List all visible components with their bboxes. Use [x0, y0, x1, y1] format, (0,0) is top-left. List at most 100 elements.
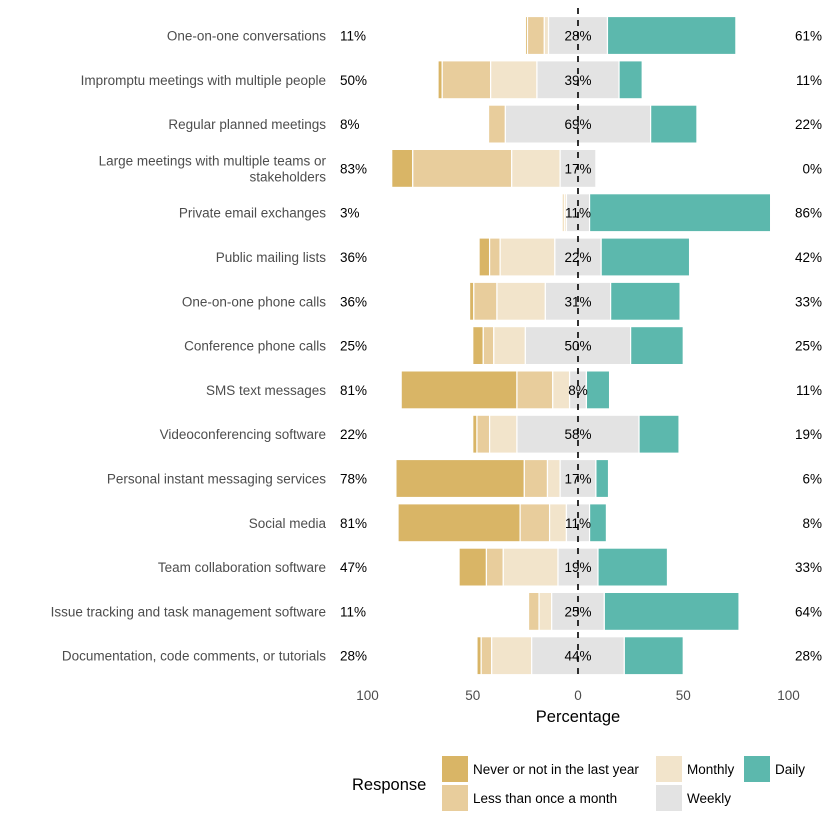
right-percent-label: 86%: [795, 206, 822, 221]
center-percent-label: 39%: [564, 73, 591, 88]
bar-issue-tracking-and-task-management-software-less-than-once-a-month: [527, 591, 540, 632]
category-label: Team collaboration software: [158, 560, 326, 575]
bar-personal-instant-messaging-services-never-or-not-in-the-last-year: [395, 458, 525, 499]
left-percent-label: 28%: [340, 649, 367, 664]
legend-swatch-monthly: [656, 756, 682, 782]
bar-impromptu-meetings-with-multiple-people-less-than-once-a-month: [441, 60, 492, 100]
bar-one-on-one-phone-calls-monthly: [496, 281, 546, 321]
center-percent-label: 22%: [564, 250, 591, 265]
bar-team-collaboration-software-monthly: [502, 547, 559, 587]
center-percent-label: 25%: [564, 604, 591, 619]
bar-sms-text-messages-never-or-not-in-the-last-year: [400, 370, 518, 410]
legend-swatch-daily: [744, 756, 770, 782]
right-percent-label: 22%: [795, 117, 822, 132]
bar-personal-instant-messaging-services-less-than-once-a-month: [523, 458, 549, 499]
right-percent-label: 11%: [796, 73, 822, 88]
category-label: One-on-one conversations: [167, 29, 326, 44]
x-tick-label: 50: [465, 688, 480, 703]
x-tick-label: 100: [777, 688, 800, 703]
percentage-labels: 11% 28% 61% 50% 39% 11% 8% 69% 22% 83% 17% 0% 3% 11% 8…: [340, 29, 822, 664]
left-percent-label: 81%: [340, 516, 367, 531]
bar-public-mailing-lists-weekly: [554, 237, 602, 277]
center-percent-label: 58%: [564, 427, 591, 442]
left-percent-label: 8%: [340, 117, 360, 132]
bar-social-media-never-or-not-in-the-last-year: [397, 503, 521, 543]
right-percent-label: 33%: [795, 294, 822, 309]
category-label: Personal instant messaging services: [107, 472, 326, 487]
bar-social-media-daily: [588, 503, 608, 543]
bar-conference-phone-calls-monthly: [493, 326, 526, 366]
bar-one-on-one-phone-calls-never-or-not-in-the-last-year: [468, 281, 475, 321]
bar-one-on-one-conversations-daily: [606, 15, 737, 56]
bar-documentation-code-comments-or-tutorials-less-than-once-a-month: [480, 636, 493, 676]
legend: Response Never or not in the last year Le…: [352, 756, 805, 811]
category-label: Issue tracking and task management softw…: [51, 604, 326, 619]
bar-public-mailing-lists-never-or-not-in-the-last-year: [478, 237, 491, 277]
left-percent-label: 78%: [340, 472, 367, 487]
bar-large-meetings-with-multiple-teams-or-stakeholders-less-than-once-a-month: [412, 148, 513, 188]
bar-conference-phone-calls-never-or-not-in-the-last-year: [472, 326, 484, 366]
bar-videoconferencing-software-daily: [638, 414, 680, 454]
bar-impromptu-meetings-with-multiple-people-monthly: [490, 60, 538, 100]
right-percent-label: 0%: [802, 161, 822, 176]
bar-social-media-monthly: [548, 503, 568, 543]
category-label: Large meetings with multiple teams or: [99, 153, 327, 168]
bar-team-collaboration-software-less-than-once-a-month: [485, 547, 504, 587]
left-percent-label: 47%: [340, 560, 367, 575]
center-percent-label: 17%: [564, 472, 591, 487]
bar-regular-planned-meetings-less-than-once-a-month: [487, 104, 506, 144]
legend-label-less-than-once-a-month: Less than once a month: [473, 791, 617, 806]
bars-layer: [391, 15, 772, 676]
bar-impromptu-meetings-with-multiple-people-never-or-not-in-the-last-year: [437, 60, 443, 100]
bar-issue-tracking-and-task-management-software-monthly: [538, 591, 553, 632]
category-label: Documentation, code comments, or tutoria…: [62, 649, 326, 664]
bar-sms-text-messages-monthly: [552, 370, 571, 410]
left-percent-label: 81%: [340, 383, 367, 398]
category-label: SMS text messages: [206, 383, 326, 398]
bar-public-mailing-lists-monthly: [499, 237, 556, 277]
left-percent-label: 36%: [340, 294, 367, 309]
bar-impromptu-meetings-with-multiple-people-daily: [618, 60, 643, 100]
bar-videoconferencing-software-never-or-not-in-the-last-year: [472, 414, 478, 454]
category-label: Social media: [249, 516, 327, 531]
category-label: stakeholders: [249, 169, 326, 184]
legend-label-daily: Daily: [775, 762, 805, 777]
bar-sms-text-messages-daily: [585, 370, 611, 410]
bar-team-collaboration-software-never-or-not-in-the-last-year: [458, 547, 488, 587]
bar-issue-tracking-and-task-management-software-daily: [603, 591, 740, 632]
right-percent-label: 33%: [795, 560, 822, 575]
bar-public-mailing-lists-daily: [600, 237, 691, 277]
bar-regular-planned-meetings-weekly: [504, 104, 652, 144]
bar-public-mailing-lists-less-than-once-a-month: [488, 237, 501, 277]
bar-documentation-code-comments-or-tutorials-never-or-not-in-the-last-year: [476, 636, 482, 676]
legend-swatch-less-than-once-a-month: [442, 785, 468, 811]
bar-one-on-one-phone-calls-daily: [610, 281, 681, 321]
bar-regular-planned-meetings-daily: [650, 104, 698, 144]
bar-social-media-less-than-once-a-month: [519, 503, 551, 543]
right-percent-label: 42%: [795, 250, 822, 265]
bar-videoconferencing-software-less-than-once-a-month: [476, 414, 491, 454]
bar-one-on-one-phone-calls-less-than-once-a-month: [473, 281, 498, 321]
left-percent-label: 11%: [340, 29, 366, 44]
x-tick-label: 100: [356, 688, 379, 703]
legend-swatch-weekly: [656, 785, 682, 811]
category-label: Impromptu meetings with multiple people: [81, 73, 326, 88]
category-label: Videoconferencing software: [160, 427, 326, 442]
x-tick-label: 50: [676, 688, 691, 703]
bar-videoconferencing-software-monthly: [488, 414, 518, 454]
legend-label-monthly: Monthly: [687, 762, 735, 777]
center-percent-label: 50%: [564, 339, 591, 354]
bar-personal-instant-messaging-services-monthly: [546, 458, 561, 499]
right-percent-label: 6%: [802, 472, 822, 487]
x-axis-title: Percentage: [536, 708, 620, 726]
left-percent-label: 50%: [340, 73, 367, 88]
right-percent-label: 19%: [795, 427, 822, 442]
x-axis: 100 50 0 50 100: [356, 688, 800, 703]
bar-private-email-exchanges-daily: [588, 193, 772, 233]
bar-sms-text-messages-less-than-once-a-month: [516, 370, 554, 410]
left-percent-label: 3%: [340, 206, 360, 221]
bar-team-collaboration-software-weekly: [557, 547, 599, 587]
category-label: Private email exchanges: [179, 206, 326, 221]
right-percent-label: 25%: [795, 339, 822, 354]
